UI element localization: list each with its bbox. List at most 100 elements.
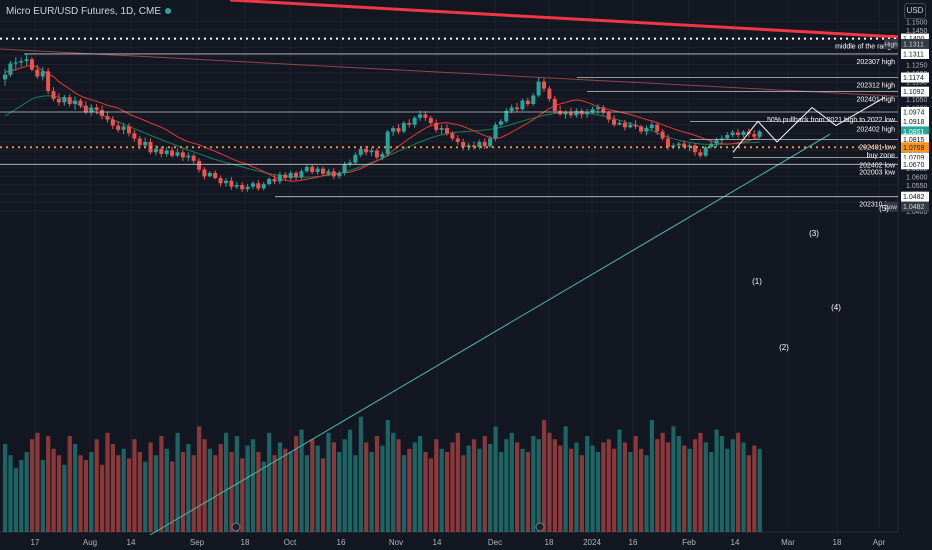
volume-bar (283, 448, 288, 532)
candle-body (531, 95, 536, 105)
volume-bar (493, 426, 498, 532)
candle-body (412, 117, 417, 125)
candle-body (423, 114, 428, 118)
volume-bar (682, 445, 687, 532)
resistance-trendline (229, 0, 899, 39)
candle-body (62, 97, 67, 103)
volume-bar (126, 458, 132, 532)
y-tick-label: 1.1050 (906, 97, 928, 104)
volume-bar (143, 461, 148, 532)
candle-body (682, 143, 687, 148)
volume-bar (498, 452, 504, 532)
level-label: buy zone (867, 152, 896, 159)
y-tick-label: 1.0550 (906, 183, 928, 190)
volume-bar (665, 442, 671, 532)
candle-body (558, 110, 563, 115)
x-tick-label: 14 (433, 538, 442, 547)
candle-body (105, 116, 110, 120)
candle-body (326, 171, 331, 174)
volume-bar (288, 452, 293, 532)
candle-body (407, 122, 412, 125)
volume-bar (617, 429, 622, 532)
candle-body (585, 112, 590, 115)
ascending-trendline (149, 133, 831, 536)
candle-body (612, 119, 617, 125)
candle-body (213, 172, 218, 179)
volume-bar (595, 452, 601, 532)
volume-bar (698, 432, 703, 532)
price-tag: 1.1092 (903, 89, 925, 96)
price-tag: 1.0918 (903, 119, 925, 126)
candle-body (401, 122, 406, 132)
candle-body (240, 184, 245, 190)
volume-bar (240, 458, 245, 532)
volume-bar (434, 439, 439, 532)
candle-body (736, 132, 741, 136)
x-tick-label: Nov (389, 538, 403, 547)
y-tick-label: 1.0400 (906, 209, 928, 216)
candle-body (24, 59, 29, 61)
volume-bar (261, 461, 266, 532)
axis-badge-price: 1.1311 (903, 41, 924, 48)
candle-body (741, 131, 746, 136)
candle-body (498, 121, 503, 125)
candle-body (288, 172, 293, 179)
volume-bar (197, 426, 202, 532)
volume-bar (423, 452, 428, 532)
volume-bar (412, 442, 417, 532)
candle-body (110, 119, 115, 126)
wave-projection (732, 96, 886, 153)
volume-bar (121, 448, 126, 532)
price-tag: 1.0482 (903, 194, 925, 201)
volume-bar (471, 439, 477, 532)
volume-bar (374, 436, 380, 532)
candle-body (337, 172, 342, 177)
wave-label: (1) (752, 277, 762, 286)
candle-body (434, 122, 439, 130)
volume-bar (213, 455, 218, 532)
candle-body (579, 110, 584, 115)
volume-bar (310, 439, 315, 532)
axis-badge-label: High (884, 41, 898, 48)
volume-bar (439, 448, 444, 532)
price-tag-bg (901, 116, 929, 127)
volume-bar (639, 448, 644, 532)
candle-body (542, 81, 546, 89)
currency-button[interactable]: USD (904, 3, 926, 19)
volume-bar (294, 436, 299, 532)
volume-bar (46, 436, 51, 532)
volume-bar (223, 432, 229, 532)
x-tick-label: 14 (731, 538, 740, 547)
volume-bar (719, 436, 725, 532)
candle-body (277, 174, 282, 182)
volume-bar (558, 445, 563, 532)
volume-bar (83, 460, 89, 532)
volume-bar (590, 445, 595, 532)
volume-bar (353, 455, 358, 532)
volume-bar (256, 452, 261, 532)
price-tag-bg (901, 142, 929, 153)
x-tick-label: Sep (190, 538, 205, 547)
volume-bar (100, 464, 105, 532)
volume-bar (466, 445, 471, 532)
candle-body (639, 126, 644, 132)
candle-body (525, 100, 530, 105)
candle-body (461, 141, 466, 148)
price-tag-bg (901, 159, 929, 170)
candle-body (380, 153, 385, 158)
volume-bar (342, 439, 347, 532)
candle-body (520, 100, 525, 110)
price-tag-bg (901, 134, 929, 145)
candle-body (229, 180, 234, 187)
price-tag-bg (901, 33, 929, 44)
candle-body (504, 110, 509, 122)
axis-badge-label-bg (884, 38, 898, 49)
candle-body (622, 122, 627, 128)
volume-bar (568, 448, 574, 532)
y-tick-label: 1.1450 (906, 28, 928, 35)
symbol-title-text: Micro EUR/USD Futures, 1D, CME (6, 6, 162, 17)
price-tag-bg (901, 72, 929, 83)
volume-bar (660, 432, 665, 532)
candle-body (89, 107, 94, 113)
